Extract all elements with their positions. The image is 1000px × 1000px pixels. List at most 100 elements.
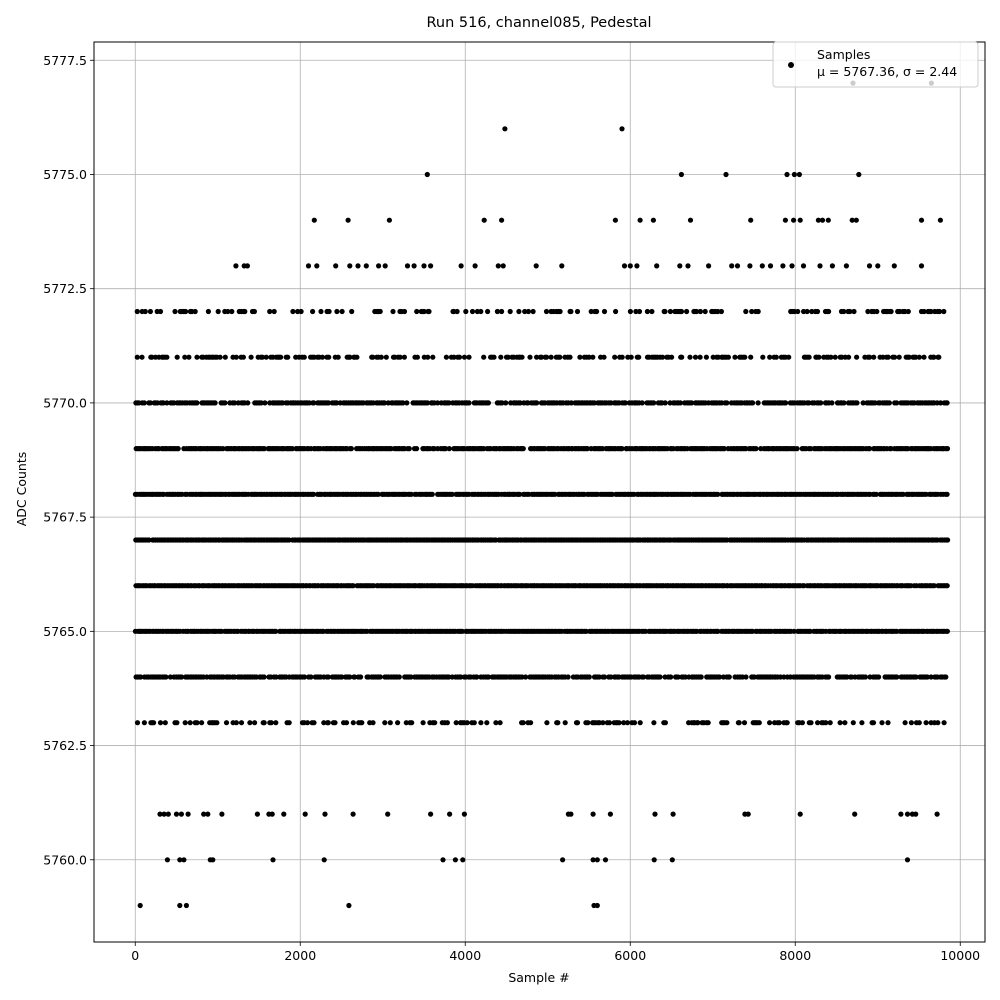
data-point bbox=[240, 354, 246, 360]
data-point bbox=[461, 354, 468, 360]
data-point bbox=[164, 857, 170, 863]
data-point bbox=[715, 491, 721, 497]
data-point bbox=[753, 446, 759, 452]
data-point bbox=[624, 720, 631, 726]
data-point bbox=[715, 628, 721, 634]
data-point bbox=[697, 354, 703, 360]
data-point bbox=[619, 446, 625, 452]
data-point bbox=[495, 263, 501, 269]
data-point bbox=[856, 171, 862, 178]
data-point bbox=[633, 308, 639, 315]
data-point bbox=[797, 217, 803, 223]
data-point bbox=[223, 720, 230, 726]
data-point bbox=[503, 400, 509, 406]
data-point bbox=[387, 720, 393, 726]
data-point bbox=[944, 400, 950, 406]
data-point bbox=[616, 720, 622, 726]
data-point bbox=[936, 354, 942, 360]
data-point bbox=[308, 674, 314, 680]
data-point bbox=[147, 400, 153, 406]
data-point bbox=[596, 674, 602, 680]
data-point bbox=[791, 171, 798, 178]
data-point bbox=[612, 354, 618, 360]
data-point bbox=[936, 308, 943, 315]
y-tick-label: 5775.0 bbox=[43, 167, 87, 182]
data-point bbox=[481, 217, 487, 223]
data-point bbox=[938, 400, 944, 406]
data-point bbox=[928, 308, 934, 315]
data-point bbox=[314, 263, 320, 269]
data-point bbox=[871, 354, 877, 360]
data-point bbox=[789, 263, 795, 269]
data-point bbox=[852, 811, 858, 817]
data-point bbox=[668, 674, 674, 680]
chart-title: Run 516, channel085, Pedestal bbox=[426, 15, 651, 31]
data-point bbox=[382, 720, 388, 726]
data-point bbox=[139, 354, 145, 360]
data-point bbox=[435, 400, 441, 406]
data-point bbox=[944, 491, 950, 497]
data-point bbox=[406, 446, 412, 452]
data-point bbox=[649, 308, 655, 315]
data-point bbox=[826, 308, 832, 315]
data-point bbox=[853, 217, 859, 223]
data-point bbox=[245, 400, 251, 406]
data-point bbox=[421, 308, 427, 315]
data-point bbox=[447, 811, 453, 817]
data-point bbox=[846, 354, 852, 360]
y-tick-label: 5762.5 bbox=[43, 738, 87, 753]
data-point bbox=[493, 720, 499, 726]
data-point bbox=[732, 354, 738, 360]
data-point bbox=[844, 674, 850, 680]
data-point bbox=[574, 308, 581, 315]
x-tick-label: 4000 bbox=[449, 948, 481, 963]
data-point bbox=[242, 308, 248, 315]
data-point bbox=[325, 400, 332, 406]
data-point bbox=[458, 674, 464, 680]
data-point bbox=[602, 857, 609, 863]
legend-stats-label: μ = 5767.36, σ = 2.44 bbox=[817, 64, 957, 79]
data-point bbox=[268, 720, 274, 726]
data-point bbox=[809, 308, 815, 315]
data-point bbox=[359, 720, 365, 726]
data-point bbox=[689, 400, 695, 406]
data-point bbox=[273, 628, 279, 634]
data-point bbox=[345, 217, 351, 223]
data-point bbox=[818, 400, 824, 406]
legend-series-name: Samples bbox=[817, 47, 870, 62]
data-point bbox=[491, 354, 497, 360]
data-point bbox=[466, 400, 472, 406]
data-point bbox=[637, 217, 643, 223]
data-point bbox=[729, 263, 735, 269]
data-point bbox=[621, 263, 628, 269]
data-point bbox=[217, 354, 223, 360]
data-point bbox=[332, 720, 338, 726]
data-point bbox=[854, 354, 860, 360]
data-point bbox=[222, 354, 228, 360]
data-point bbox=[850, 720, 856, 726]
data-point bbox=[382, 263, 388, 269]
data-point bbox=[721, 446, 727, 452]
data-point bbox=[174, 720, 180, 726]
data-point bbox=[577, 354, 583, 360]
data-point bbox=[322, 811, 328, 817]
data-point bbox=[678, 308, 685, 315]
data-point bbox=[520, 720, 526, 726]
legend: Samples μ = 5767.36, σ = 2.44 bbox=[772, 41, 979, 88]
data-point bbox=[397, 354, 403, 360]
data-point bbox=[502, 126, 508, 132]
data-point bbox=[481, 354, 487, 360]
data-point bbox=[443, 446, 449, 452]
data-point bbox=[601, 674, 608, 680]
data-point bbox=[891, 263, 897, 269]
data-point bbox=[404, 400, 410, 406]
data-point bbox=[428, 811, 434, 817]
data-point bbox=[160, 400, 166, 406]
data-point bbox=[451, 354, 457, 360]
data-point bbox=[628, 354, 634, 360]
data-point bbox=[194, 354, 200, 360]
data-point bbox=[520, 446, 526, 452]
data-point bbox=[278, 354, 284, 360]
data-point bbox=[381, 400, 388, 406]
data-point bbox=[847, 308, 853, 315]
